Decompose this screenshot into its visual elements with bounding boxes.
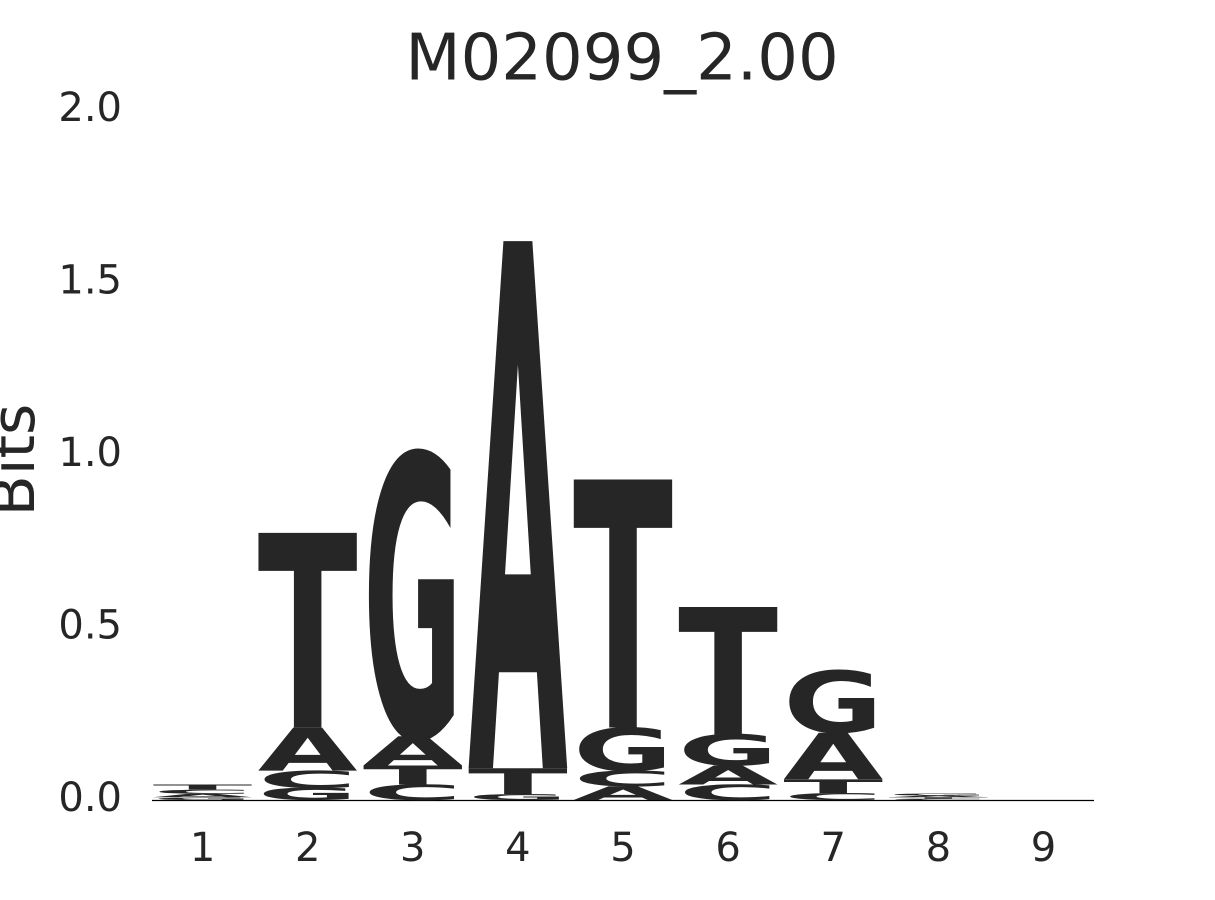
logo-letter: C (783, 791, 883, 802)
x-tick-label: 5 (610, 825, 635, 871)
x-tick-label: 6 (715, 825, 740, 871)
logo-letter: T (573, 413, 673, 809)
y-axis-label: Bits (0, 404, 49, 517)
logo-letter: A (468, 97, 569, 900)
logo-letter: C (678, 781, 778, 806)
logo-letter: C (153, 789, 253, 796)
logo-letter: A (573, 782, 673, 804)
logo-letter: C (363, 781, 463, 806)
logo-letter: T (153, 783, 253, 791)
logo-letter: G (783, 654, 883, 753)
x-tick-label: 8 (926, 825, 951, 871)
x-tick-label: 2 (295, 825, 320, 871)
logo-letter: T (468, 761, 568, 803)
logo-letter: G (468, 793, 568, 802)
logo-letter: C (888, 798, 988, 800)
logo-letter: G (153, 796, 253, 800)
x-tick-label: 1 (190, 825, 215, 871)
logo-letter: A (153, 793, 253, 799)
logo-letter: A (888, 795, 988, 798)
logo-letter: C (258, 766, 358, 793)
logo-letter: T (258, 480, 358, 791)
y-tick-label: 0.5 (58, 603, 122, 649)
x-tick-label: 4 (505, 825, 530, 871)
logo-letter: T (363, 761, 463, 791)
y-tick-label: 2.0 (58, 85, 122, 131)
x-tick-label: 3 (400, 825, 425, 871)
logo-letter: G (888, 793, 988, 796)
y-tick-label: 0.0 (58, 775, 122, 821)
y-tick-label: 1.5 (58, 258, 122, 304)
logo-letter: A (783, 720, 883, 795)
y-tick-label: 1.0 (58, 430, 122, 476)
logo-letter: A (258, 717, 359, 785)
logo-letter: G (363, 376, 463, 828)
logo-letter: G (678, 727, 778, 776)
x-tick-label: 7 (820, 825, 845, 871)
logo-letter: G (573, 717, 673, 785)
logo-letter: A (363, 728, 463, 775)
logo-letter: T (678, 572, 778, 776)
logo-letter: C (573, 767, 673, 792)
logo-letter: A (678, 761, 779, 791)
logo-letter: T (783, 775, 883, 797)
x-tick-label: 9 (1031, 825, 1056, 871)
logo-letter: T (888, 797, 988, 799)
chart-title: M02099_2.00 (405, 22, 838, 96)
logo-letter: G (258, 785, 358, 804)
